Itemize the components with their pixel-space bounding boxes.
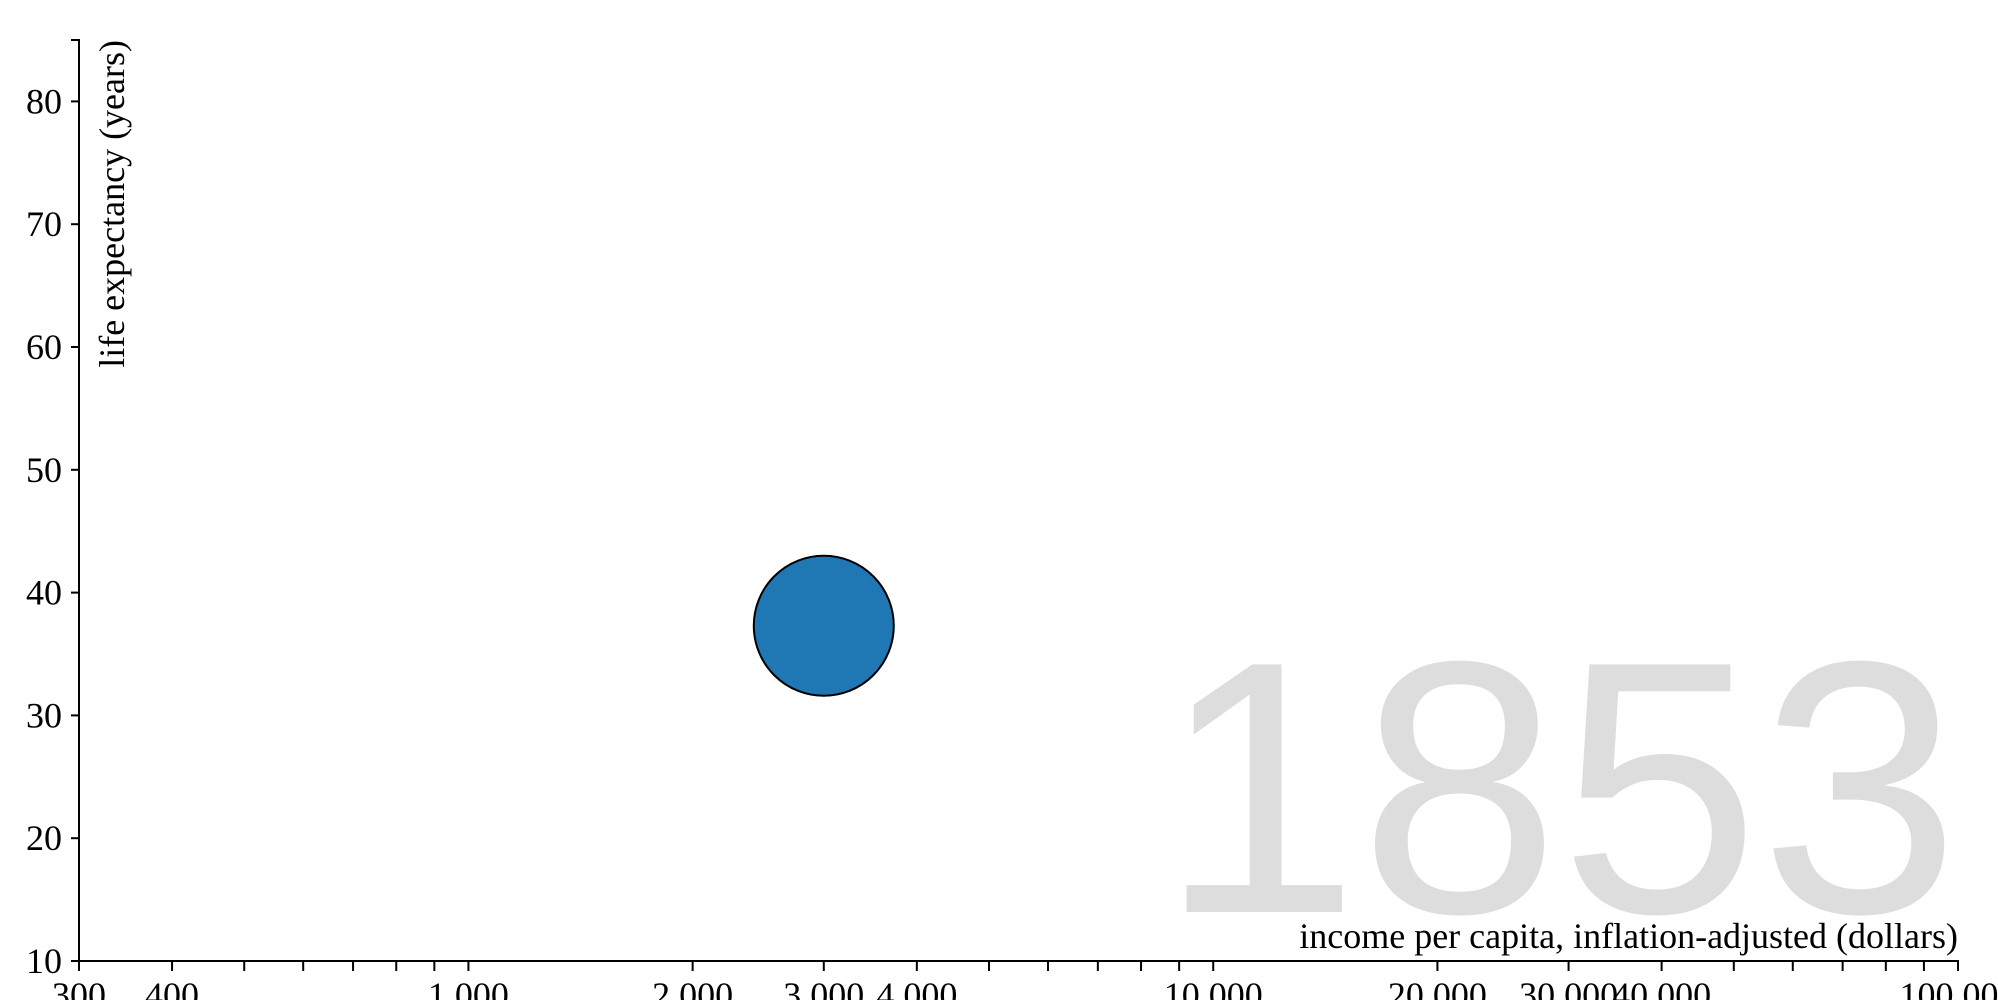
y-tick-label: 50 (26, 450, 62, 490)
x-tick-label: 1,000 (428, 975, 509, 1000)
x-tick-label: 30,000 (1519, 975, 1618, 1000)
data-point[interactable] (752, 554, 895, 697)
y-axis-label: life expectancy (years) (92, 40, 132, 368)
y-tick-label: 80 (26, 81, 62, 121)
x-tick-label: 400 (145, 975, 199, 1000)
y-axis: 10 20 30 40 50 60 70 80 (26, 39, 80, 981)
x-tick-label: 3,000 (783, 975, 864, 1000)
y-tick-label: 30 (26, 695, 62, 735)
year-label: 1853 (1159, 587, 1960, 989)
y-axis-line (71, 39, 80, 962)
x-tick-label: 20,000 (1388, 975, 1487, 1000)
y-tick-label: 60 (26, 327, 62, 367)
y-tick-label: 10 (26, 941, 62, 981)
y-tick-label: 40 (26, 573, 62, 613)
y-tick-label: 20 (26, 818, 62, 858)
data-points (752, 554, 895, 697)
x-tick-label: 2,000 (652, 975, 733, 1000)
x-axis: 300 400 1,000 2,000 3,000 4,000 10,000 20,000 30… (52, 960, 1998, 1000)
x-tick-label: 300 (52, 975, 106, 1000)
x-tick-label: 40,000 (1612, 975, 1711, 1000)
x-tick-label: 10,000 (1164, 975, 1263, 1000)
x-tick-label: 100,000 (1900, 975, 1998, 1000)
x-tick-label: 4,000 (876, 975, 957, 1000)
y-tick-label: 70 (26, 204, 62, 244)
x-axis-label: income per capita, inflation-adjusted (d… (1299, 916, 1958, 956)
